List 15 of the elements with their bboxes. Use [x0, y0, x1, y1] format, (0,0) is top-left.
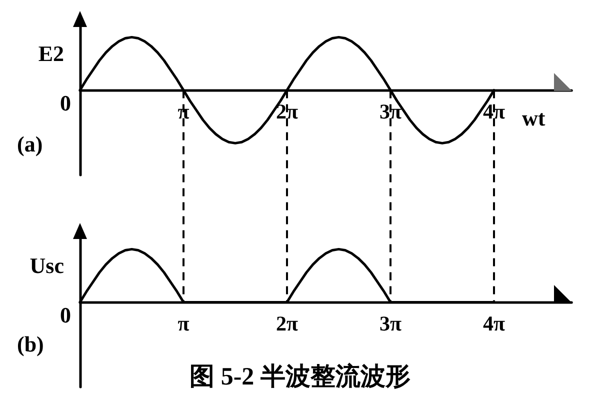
x-tick-label: 3π	[379, 312, 402, 336]
x-tick-label: 4π	[482, 312, 506, 336]
x-tick-label: 2π	[276, 312, 298, 336]
text: (b)	[17, 332, 44, 356]
x-axis-title: wt	[522, 106, 546, 131]
x-tick-label: π	[178, 312, 190, 336]
y-axis-title: E2	[38, 41, 64, 66]
text: (a)	[17, 132, 43, 156]
text: 0	[60, 90, 71, 116]
x-tick-label: 4π	[482, 100, 506, 124]
text: 0	[60, 302, 71, 328]
caption: 图 5-2 半波整流波形	[190, 362, 410, 390]
x-tick-label: 3π	[379, 100, 402, 124]
y-axis-title: Usc	[30, 253, 64, 278]
x-tick-label: 2π	[276, 100, 298, 124]
